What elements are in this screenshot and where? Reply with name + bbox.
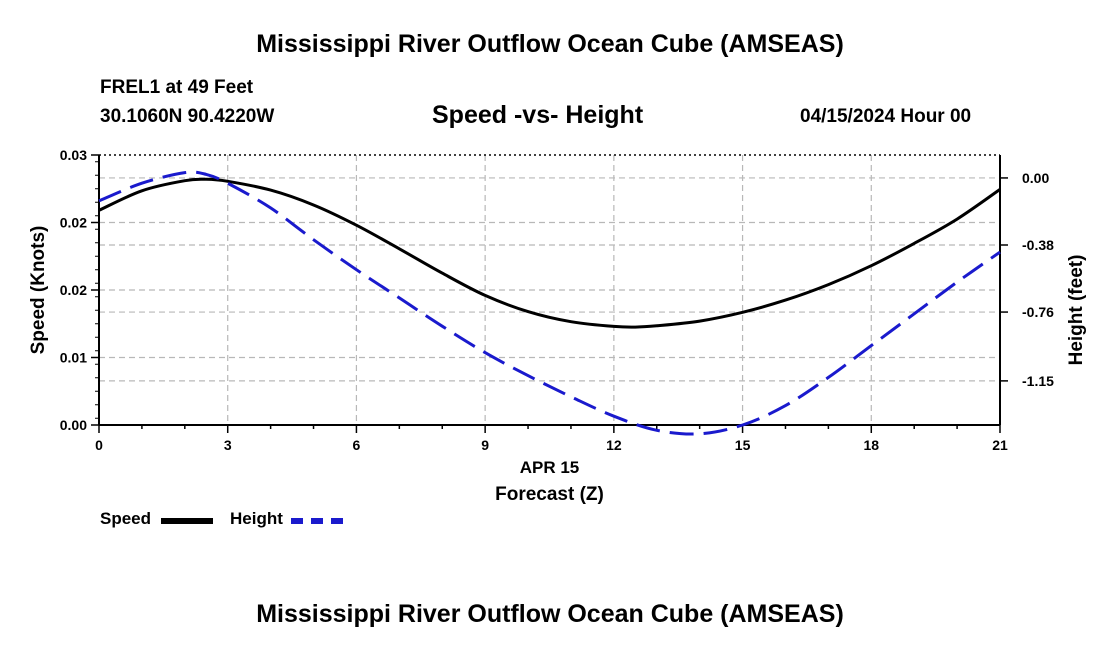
- series-line-height: [98, 170, 1001, 436]
- y-left-tick-label-1: 0.01: [60, 350, 87, 366]
- x-axis-sublabel: APR 15: [520, 458, 580, 477]
- chart-subtitle: Speed -vs- Height: [432, 101, 644, 129]
- y-right-tick-label-2: -0.76: [1022, 304, 1054, 320]
- legend-speed-label: Speed: [100, 509, 152, 528]
- x-tick-label-1: 3: [224, 437, 232, 453]
- x-axis-label: Forecast (Z): [495, 484, 604, 505]
- x-tick-label-4: 12: [606, 437, 622, 453]
- legend-speed-swatch: [161, 518, 213, 524]
- station-coords: 30.1060N 90.4220W: [100, 106, 275, 127]
- legend-height-label: Height: [230, 509, 283, 528]
- x-tick-label-3: 9: [481, 437, 489, 453]
- legend-height-swatch: [291, 518, 343, 524]
- x-tick-label-5: 15: [735, 437, 751, 453]
- x-tick-label-6: 18: [863, 437, 879, 453]
- y-right-tick-label-1: -0.38: [1022, 237, 1054, 253]
- y-right-tick-label-3: -1.15: [1022, 373, 1054, 389]
- series-line-speed: [98, 177, 1001, 329]
- x-tick-label-7: 21: [992, 437, 1008, 453]
- y-left-tick-label-2: 0.02: [60, 282, 87, 298]
- chart-title: Mississippi River Outflow Ocean Cube (AM…: [256, 30, 844, 58]
- x-tick-label-0: 0: [95, 437, 103, 453]
- y-left-tick-label-3: 0.02: [60, 215, 87, 231]
- y-left-tick-label-0: 0.00: [60, 417, 87, 433]
- x-tick-label-2: 6: [353, 437, 361, 453]
- footer-title: Mississippi River Outflow Ocean Cube (AM…: [256, 600, 844, 628]
- y-left-tick-label-4: 0.03: [60, 147, 87, 163]
- forecast-datetime: 04/15/2024 Hour 00: [800, 106, 972, 127]
- station-label: FREL1 at 49 Feet: [100, 77, 254, 98]
- y-left-axis-label: Speed (Knots): [28, 226, 49, 355]
- y-right-axis-label: Height (feet): [1066, 255, 1087, 366]
- y-right-tick-label-0: 0.00: [1022, 170, 1049, 186]
